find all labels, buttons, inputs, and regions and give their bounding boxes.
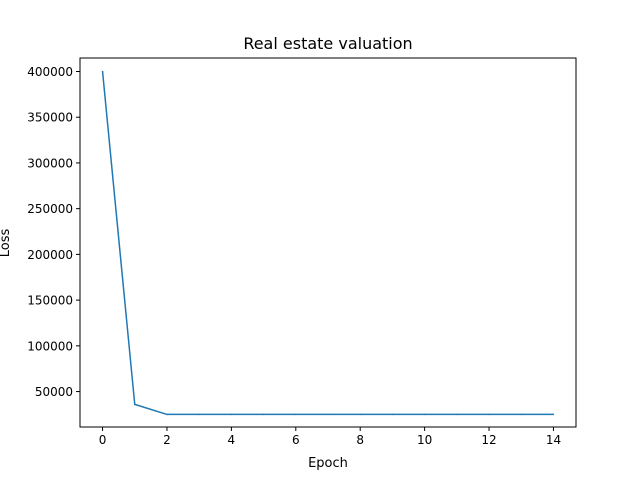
x-tick-label: 10 — [417, 433, 432, 447]
data-point — [198, 413, 200, 416]
y-tick-label: 150000 — [27, 294, 73, 308]
x-axis-label: Epoch — [308, 456, 348, 471]
data-point — [134, 403, 136, 406]
y-tick-label: 200000 — [27, 248, 73, 262]
y-tick-label: 50000 — [35, 385, 73, 399]
series-layer — [101, 70, 555, 416]
data-point — [488, 413, 490, 416]
y-tick-label: 250000 — [27, 202, 73, 216]
y-tick-label: 100000 — [27, 339, 73, 353]
data-point — [359, 413, 361, 416]
y-tick-label: 350000 — [27, 111, 73, 125]
data-point — [423, 413, 426, 416]
plot-area-frame — [79, 57, 577, 428]
y-tick-label: 400000 — [27, 65, 73, 79]
data-point — [101, 70, 104, 73]
y-axis-label: Loss — [0, 229, 13, 258]
x-tick-label: 8 — [356, 433, 364, 447]
x-tick-label: 0 — [99, 433, 107, 447]
x-tick-label: 2 — [163, 433, 171, 447]
data-point — [391, 413, 394, 416]
x-tick-label: 6 — [292, 433, 300, 447]
y-tick-label: 300000 — [27, 156, 73, 170]
data-point — [552, 413, 555, 416]
x-tick-label: 14 — [546, 433, 561, 447]
data-point — [520, 413, 522, 416]
data-point — [262, 413, 265, 416]
chart-title: Real estate valuation — [243, 34, 412, 53]
data-point — [166, 413, 168, 416]
data-point — [327, 413, 329, 416]
axis-ticks: 0 2 4 6 8 10 12 14 50000 100000 150000 200000 250000… — [27, 65, 561, 447]
data-point — [295, 413, 297, 416]
x-tick-label: 12 — [481, 433, 496, 447]
data-point — [456, 413, 458, 416]
data-point — [230, 413, 233, 416]
x-tick-label: 4 — [228, 433, 236, 447]
